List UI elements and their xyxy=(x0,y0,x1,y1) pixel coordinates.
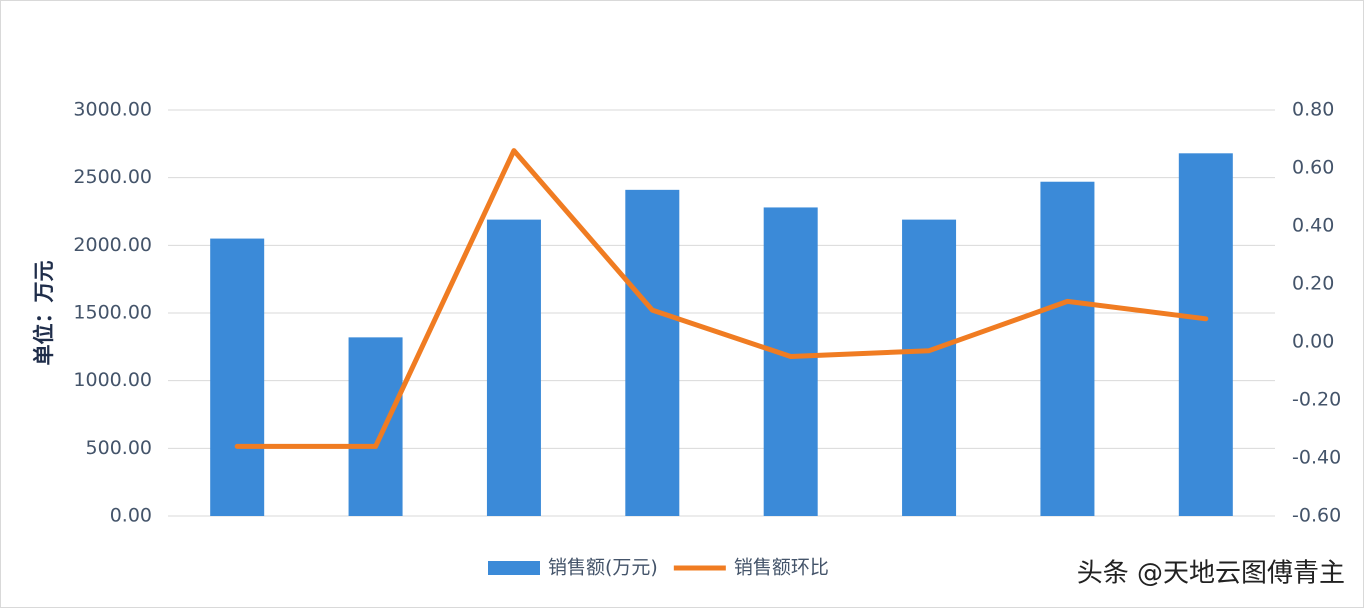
y2-tick-label: -0.40 xyxy=(1292,447,1341,469)
bar xyxy=(486,219,541,516)
y-tick-label: 3000.00 xyxy=(73,99,152,121)
y-tick-label: 2000.00 xyxy=(73,234,152,256)
bar xyxy=(1178,153,1233,516)
bar xyxy=(348,337,403,516)
y2-tick-label: 0.80 xyxy=(1292,99,1334,121)
y-tick-label: 500.00 xyxy=(86,437,152,459)
bar xyxy=(625,189,680,516)
y-tick-label: 0.00 xyxy=(110,505,152,527)
watermark: 头条 @天地云图傅青主 xyxy=(1077,559,1345,589)
y2-tick-label: 0.20 xyxy=(1292,273,1334,295)
bar xyxy=(1040,181,1095,516)
bar xyxy=(763,207,818,516)
y-tick-label: 1500.00 xyxy=(73,302,152,324)
legend-label: 销售额(万元) xyxy=(548,557,658,579)
bar xyxy=(210,238,265,517)
y-tick-label: 1000.00 xyxy=(73,369,152,391)
y2-tick-label: 0.40 xyxy=(1292,215,1334,237)
y-tick-label: 2500.00 xyxy=(73,166,152,188)
line xyxy=(234,148,1209,449)
y-axis-label: 单位：万元 xyxy=(32,261,56,366)
y2-tick-label: -0.60 xyxy=(1292,505,1341,527)
legend-label: 销售额环比 xyxy=(734,557,829,579)
y2-tick-label: 0.00 xyxy=(1292,331,1334,353)
legend-swatch xyxy=(488,561,540,575)
y2-tick-label: 0.60 xyxy=(1292,157,1334,179)
y2-tick-label: -0.20 xyxy=(1292,389,1341,411)
bar xyxy=(902,219,957,516)
